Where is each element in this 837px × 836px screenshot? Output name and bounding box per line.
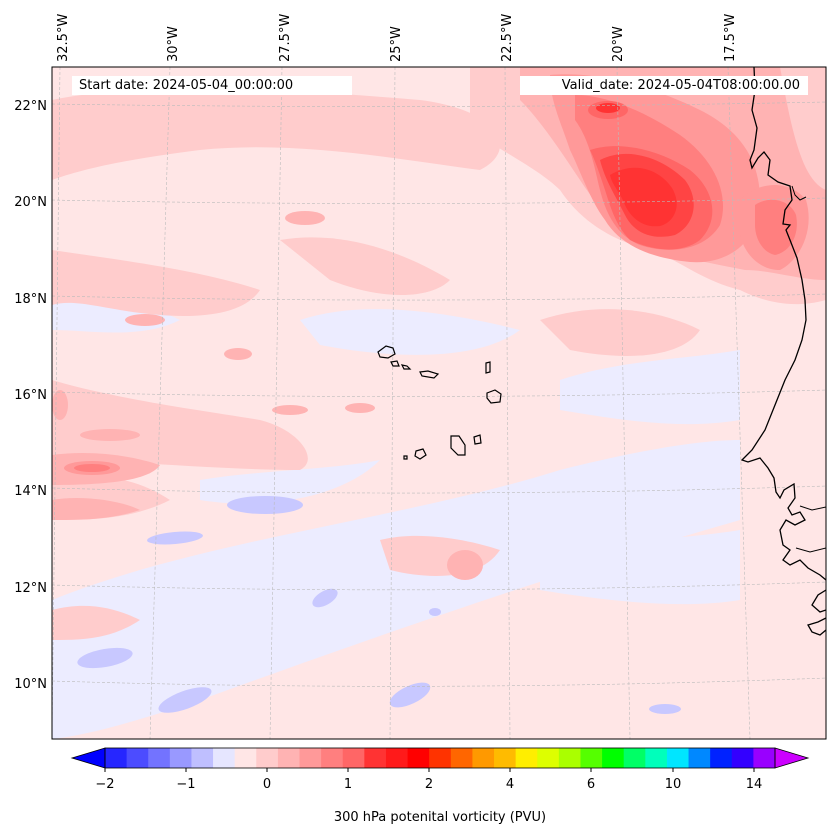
lat-label: 10°N xyxy=(14,677,47,692)
pv-maximum xyxy=(470,67,826,305)
longitude-labels: 32.5°W 30°W 27.5°W 25°W 22.5°W 20°W 17.5… xyxy=(56,14,738,62)
colorbar-cell xyxy=(321,748,344,768)
colorbar-cell xyxy=(494,748,517,768)
colorbar-cell xyxy=(580,748,603,768)
colorbar-cell xyxy=(191,748,214,768)
colorbar-cell xyxy=(385,748,409,768)
colorbar-cell xyxy=(148,748,171,768)
colorbar-cell xyxy=(169,748,192,768)
colorbar-cell xyxy=(407,748,430,768)
pv-field xyxy=(52,67,826,739)
colorbar-title: 300 hPa potenital vorticity (PVU) xyxy=(334,810,546,825)
pv-band-west xyxy=(52,453,160,520)
colorbar-tick: 2 xyxy=(425,777,433,792)
lon-label: 17.5°W xyxy=(723,14,738,62)
colorbar-cell xyxy=(277,748,301,768)
colorbar-tick: 1 xyxy=(344,777,352,792)
colorbar-cell xyxy=(213,748,236,768)
colorbar-cell xyxy=(299,748,322,768)
lon-label: 25°W xyxy=(389,26,404,62)
lat-label: 20°N xyxy=(14,195,47,210)
colorbar-cell xyxy=(753,748,776,768)
colorbar-tick: 14 xyxy=(746,777,763,792)
colorbar: −2 −1 0 1 2 4 6 10 14 300 hPa potenital … xyxy=(70,747,810,825)
start-date-text: Start date: 2024-05-04_00:00:00 xyxy=(79,78,294,93)
africa-coastline xyxy=(740,67,826,636)
valid-date-box: Valid_date: 2024-05-04T08:00:00.00 xyxy=(520,76,808,95)
colorbar-extend-max xyxy=(774,747,810,769)
colorbar-cell xyxy=(342,748,365,768)
latitude-labels: 22°N 20°N 18°N 16°N 14°N 12°N 10°N xyxy=(14,99,47,692)
cape-verde-islands xyxy=(377,345,502,460)
graticule xyxy=(52,67,826,739)
colorbar-cell xyxy=(472,748,495,768)
colorbar-cell xyxy=(710,748,733,768)
colorbar-cell xyxy=(429,748,452,768)
colorbar-tick: −1 xyxy=(176,777,195,792)
colorbar-cell xyxy=(602,748,625,768)
lon-label: 30°W xyxy=(166,26,181,62)
lon-label: 20°W xyxy=(611,26,626,62)
colorbar-cell xyxy=(558,748,581,768)
lon-label: 32.5°W xyxy=(56,14,71,62)
colorbar-tick: 6 xyxy=(587,777,595,792)
colorbar-cell xyxy=(537,748,560,768)
colorbar-cell xyxy=(234,748,257,768)
colorbar-tick: 10 xyxy=(665,777,682,792)
colorbar-cell xyxy=(666,748,690,768)
colorbar-cell xyxy=(515,748,538,768)
colorbar-cell xyxy=(645,748,668,768)
colorbar-tick: 4 xyxy=(506,777,514,792)
lon-label: 22.5°W xyxy=(500,14,515,62)
colorbar-cell xyxy=(256,748,279,768)
colorbar-tick: −2 xyxy=(95,777,114,792)
colorbar-cell xyxy=(731,748,754,768)
lon-label: 27.5°W xyxy=(278,14,293,62)
lat-label: 12°N xyxy=(14,581,47,596)
colorbar-tick: 0 xyxy=(263,777,271,792)
lat-label: 14°N xyxy=(14,484,47,499)
lat-label: 16°N xyxy=(14,388,47,403)
colorbar-cell xyxy=(450,748,473,768)
colorbar-cell xyxy=(688,748,711,768)
start-date-box: Start date: 2024-05-04_00:00:00 xyxy=(72,76,352,95)
colorbar-cell xyxy=(364,748,387,768)
lat-label: 18°N xyxy=(14,292,47,307)
colorbar-extend-min xyxy=(70,747,106,769)
colorbar-cell xyxy=(105,748,128,768)
valid-date-text: Valid_date: 2024-05-04T08:00:00.00 xyxy=(561,78,800,93)
map-frame xyxy=(51,66,827,740)
colorbar-cell xyxy=(623,748,646,768)
lat-label: 22°N xyxy=(14,99,47,114)
colorbar-cell xyxy=(126,748,149,768)
